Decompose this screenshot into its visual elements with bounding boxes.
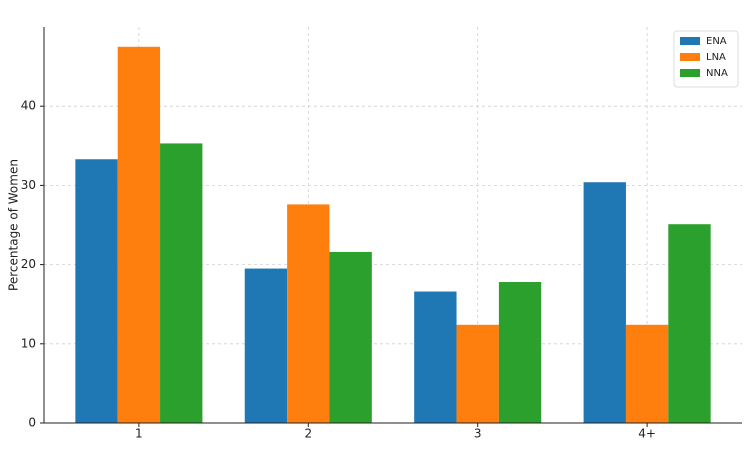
bar <box>287 204 330 423</box>
bar <box>244 268 288 423</box>
bar <box>160 143 203 423</box>
bar <box>456 324 499 423</box>
bar <box>583 182 626 423</box>
legend-swatch <box>680 37 700 45</box>
legend-label: NNA <box>706 68 728 79</box>
legend-swatch <box>680 69 700 77</box>
bar <box>329 251 372 423</box>
legend-label: ENA <box>706 36 727 47</box>
y-tick-label: 30 <box>21 178 36 192</box>
bar <box>668 224 711 423</box>
bar <box>414 291 457 423</box>
x-tick-label: 3 <box>474 427 482 441</box>
y-tick-label: 10 <box>21 336 36 350</box>
y-tick-label: 40 <box>21 99 36 113</box>
y-tick-label: 20 <box>21 257 36 271</box>
y-axis-label: Percentage of Women <box>7 159 21 291</box>
bar <box>117 46 161 424</box>
x-tick-label: 4+ <box>638 427 656 441</box>
bar <box>498 282 542 423</box>
legend-label: LNA <box>706 52 726 63</box>
x-tick-label: 1 <box>135 427 143 441</box>
bar <box>625 324 669 423</box>
legend: ENA LNA NNA <box>673 30 739 88</box>
y-tick-label: 0 <box>28 416 36 430</box>
x-tick-label: 2 <box>304 427 312 441</box>
bar <box>75 159 118 423</box>
legend-swatch <box>680 53 700 61</box>
